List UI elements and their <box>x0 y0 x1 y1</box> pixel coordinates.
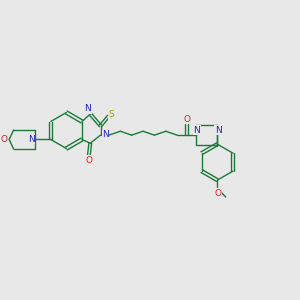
Text: O: O <box>1 135 8 144</box>
Text: O: O <box>215 189 222 198</box>
Text: O: O <box>184 115 190 124</box>
Text: N: N <box>85 104 91 113</box>
Text: N: N <box>215 125 222 134</box>
Text: N: N <box>28 135 34 144</box>
Text: N: N <box>102 130 109 139</box>
Text: S: S <box>109 110 115 119</box>
Text: O: O <box>85 156 92 165</box>
Text: N: N <box>194 125 200 134</box>
